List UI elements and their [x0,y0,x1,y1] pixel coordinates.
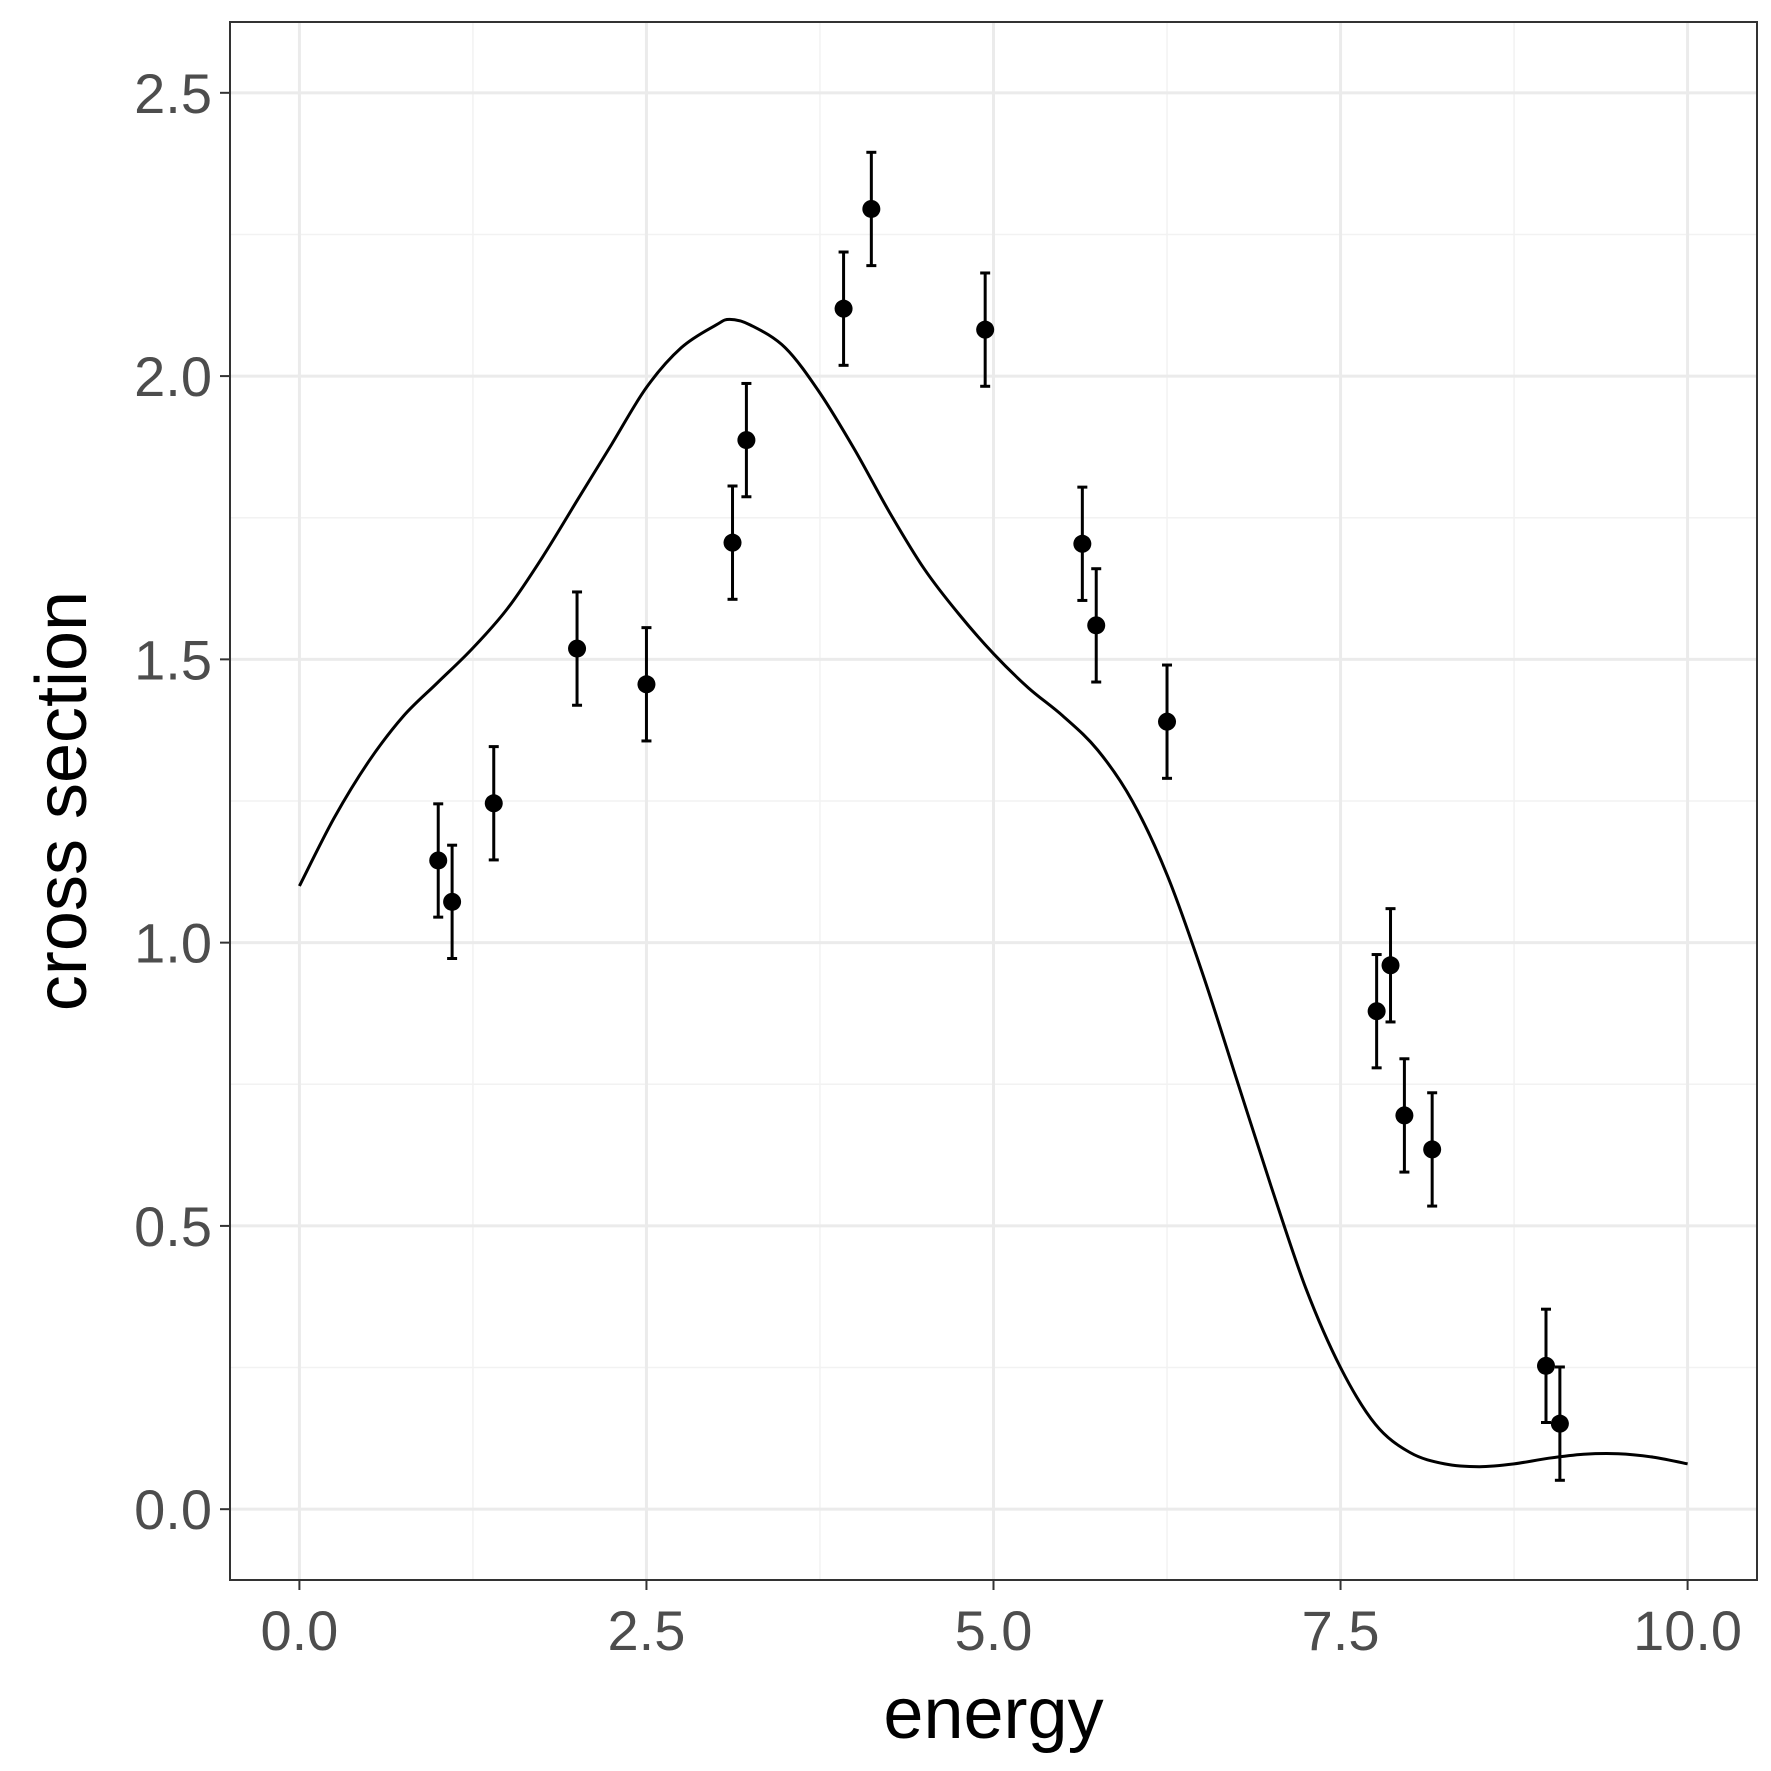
y-tick-label: 0.5 [134,1195,212,1258]
data-point [1381,956,1400,975]
data-point [1158,712,1177,731]
data-point [1423,1140,1442,1159]
data-point [1550,1414,1569,1433]
y-tick-label: 2.5 [134,62,212,125]
data-point [862,199,881,218]
x-axis-ticks: 0.0 2.5 5.0 7.5 10.0 [260,1580,1742,1662]
data-point [484,794,503,813]
grid-major [230,22,1757,1580]
data-point [1073,534,1092,553]
x-tick-label: 5.0 [955,1599,1033,1662]
y-tick-label: 2.0 [134,345,212,408]
data-point [1395,1106,1414,1125]
data-point [737,431,756,450]
data-point [723,533,742,552]
y-axis-title: cross section [22,591,102,1011]
data-point [1087,616,1106,635]
data-point [834,299,853,318]
x-tick-label: 0.0 [260,1599,338,1662]
y-axis-ticks: 0.0 0.5 1.0 1.5 2.0 2.5 [134,62,230,1541]
x-tick-label: 2.5 [608,1599,686,1662]
fitted-curve-layer [298,317,1688,1469]
data-point [568,639,587,658]
x-axis-title: energy [883,1674,1103,1754]
data-point [443,892,462,911]
y-tick-label: 1.0 [134,912,212,975]
data-point [1536,1356,1555,1375]
data-point-layer [429,199,1569,1433]
y-tick-label: 1.5 [134,628,212,691]
data-point [429,851,448,870]
fitted-curve-line [298,317,1688,1469]
data-point [637,675,656,694]
data-point [1367,1002,1386,1021]
x-tick-label: 7.5 [1302,1599,1380,1662]
y-tick-label: 0.0 [134,1478,212,1541]
data-point [976,320,995,339]
x-tick-label: 10.0 [1633,1599,1742,1662]
